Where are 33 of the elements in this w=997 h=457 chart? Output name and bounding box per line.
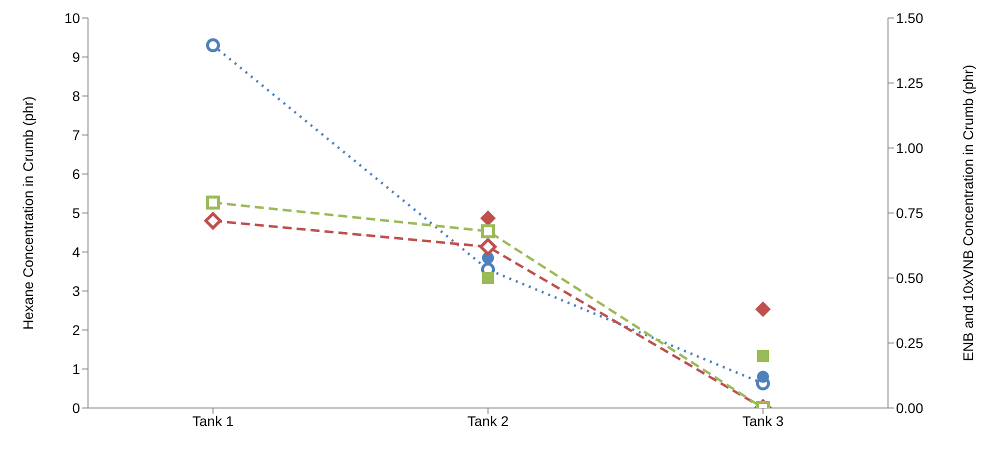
x-tick-label: Tank 2 [467, 412, 509, 429]
y2-tick-label: 1.25 [896, 74, 924, 91]
y2-tick-label: 0.25 [896, 334, 924, 351]
point [482, 272, 494, 284]
point [206, 38, 220, 52]
point [479, 238, 497, 256]
y-tick-label: 1 [72, 360, 80, 377]
y-tick-label: 0 [72, 400, 80, 416]
y2-axis-title: ENB and 10xVNB Concentration in Crumb (phr) [960, 64, 976, 362]
y-tick-label: 3 [72, 282, 80, 299]
y2-tick-label: 1.50 [896, 10, 924, 26]
y2-tick-label: 0.00 [896, 400, 924, 416]
y-tick-label: 6 [72, 166, 80, 182]
point [757, 370, 769, 383]
y-tick-label: 8 [72, 88, 80, 104]
y-tick-label: 10 [64, 10, 80, 26]
x-tick-label: Tank 1 [192, 412, 234, 429]
point [480, 210, 496, 226]
point [204, 212, 222, 230]
y-tick-label: 4 [72, 244, 80, 260]
y-tick-label: 5 [72, 204, 80, 221]
y-tick-label: 9 [72, 48, 80, 65]
point [206, 196, 220, 210]
y2-tick-label: 0.75 [896, 204, 924, 221]
point [481, 224, 495, 238]
x-tick-label: Tank 3 [742, 412, 784, 429]
point [755, 301, 771, 317]
y-tick-label: 2 [72, 322, 80, 338]
y-tick-label: 7 [72, 126, 80, 143]
y-axis-title: Hexane Concentration in Crumb (phr) [20, 96, 36, 330]
y2-tick-label: 0.50 [896, 270, 924, 286]
point [757, 350, 769, 362]
y2-tick-label: 1.00 [896, 140, 924, 156]
